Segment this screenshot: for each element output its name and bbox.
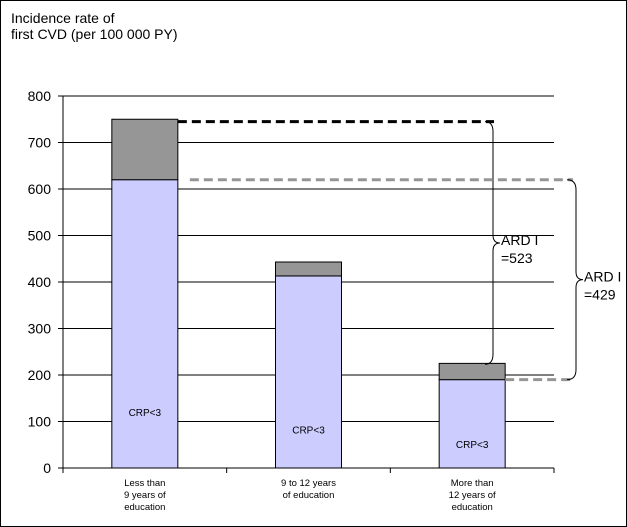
x-category-label: 12 years of xyxy=(449,490,496,501)
bar-segment-top xyxy=(438,362,506,381)
y-tick-label: 500 xyxy=(28,228,52,244)
ard-label: =429 xyxy=(584,287,616,303)
bar-segment-base xyxy=(275,275,342,469)
ard-label: ARD I xyxy=(501,232,538,248)
annotations: ARD I =523 ARD I =429 xyxy=(177,120,621,382)
y-tick-label: 300 xyxy=(28,321,52,337)
ard-label: ARD I xyxy=(584,269,621,285)
y-axis: 0 100 200 300 400 500 600 700 800 xyxy=(28,88,64,476)
x-category-label: More than xyxy=(451,478,494,489)
x-category-label: education xyxy=(124,502,165,513)
y-tick-label: 800 xyxy=(28,88,52,104)
x-category-label: Less than xyxy=(124,478,165,489)
bar-segment-top xyxy=(275,261,342,277)
bar-segment-top xyxy=(111,118,179,181)
x-category-label: education xyxy=(452,502,493,513)
ard-label: =523 xyxy=(501,250,533,266)
x-category-label: 9 to 12 years xyxy=(281,478,336,489)
chart-title-line: first CVD (per 100 000 PY) xyxy=(11,26,178,42)
bar-segment-label: CRP<3 xyxy=(292,425,325,436)
bar-segment-base xyxy=(438,379,506,469)
x-category-label: of education xyxy=(283,490,335,501)
bar-segment-label: CRP<3 xyxy=(129,408,162,419)
y-tick-label: 0 xyxy=(43,460,51,476)
chart-title-line: Incidence rate of xyxy=(11,10,115,26)
ard-brace xyxy=(566,179,584,381)
y-tick-label: 100 xyxy=(28,414,52,430)
bars: CRP<3 CRP<3 CRP<3 xyxy=(111,118,506,469)
y-tick-label: 600 xyxy=(28,181,52,197)
y-tick-label: 200 xyxy=(28,367,52,383)
x-category-label: 9 years of xyxy=(124,490,166,501)
bar-segment-base xyxy=(111,179,179,469)
y-tick-label: 400 xyxy=(28,274,52,290)
y-tick-label: 700 xyxy=(28,135,52,151)
bar-segment-label: CRP<3 xyxy=(456,440,489,451)
ard-brace xyxy=(484,121,501,365)
